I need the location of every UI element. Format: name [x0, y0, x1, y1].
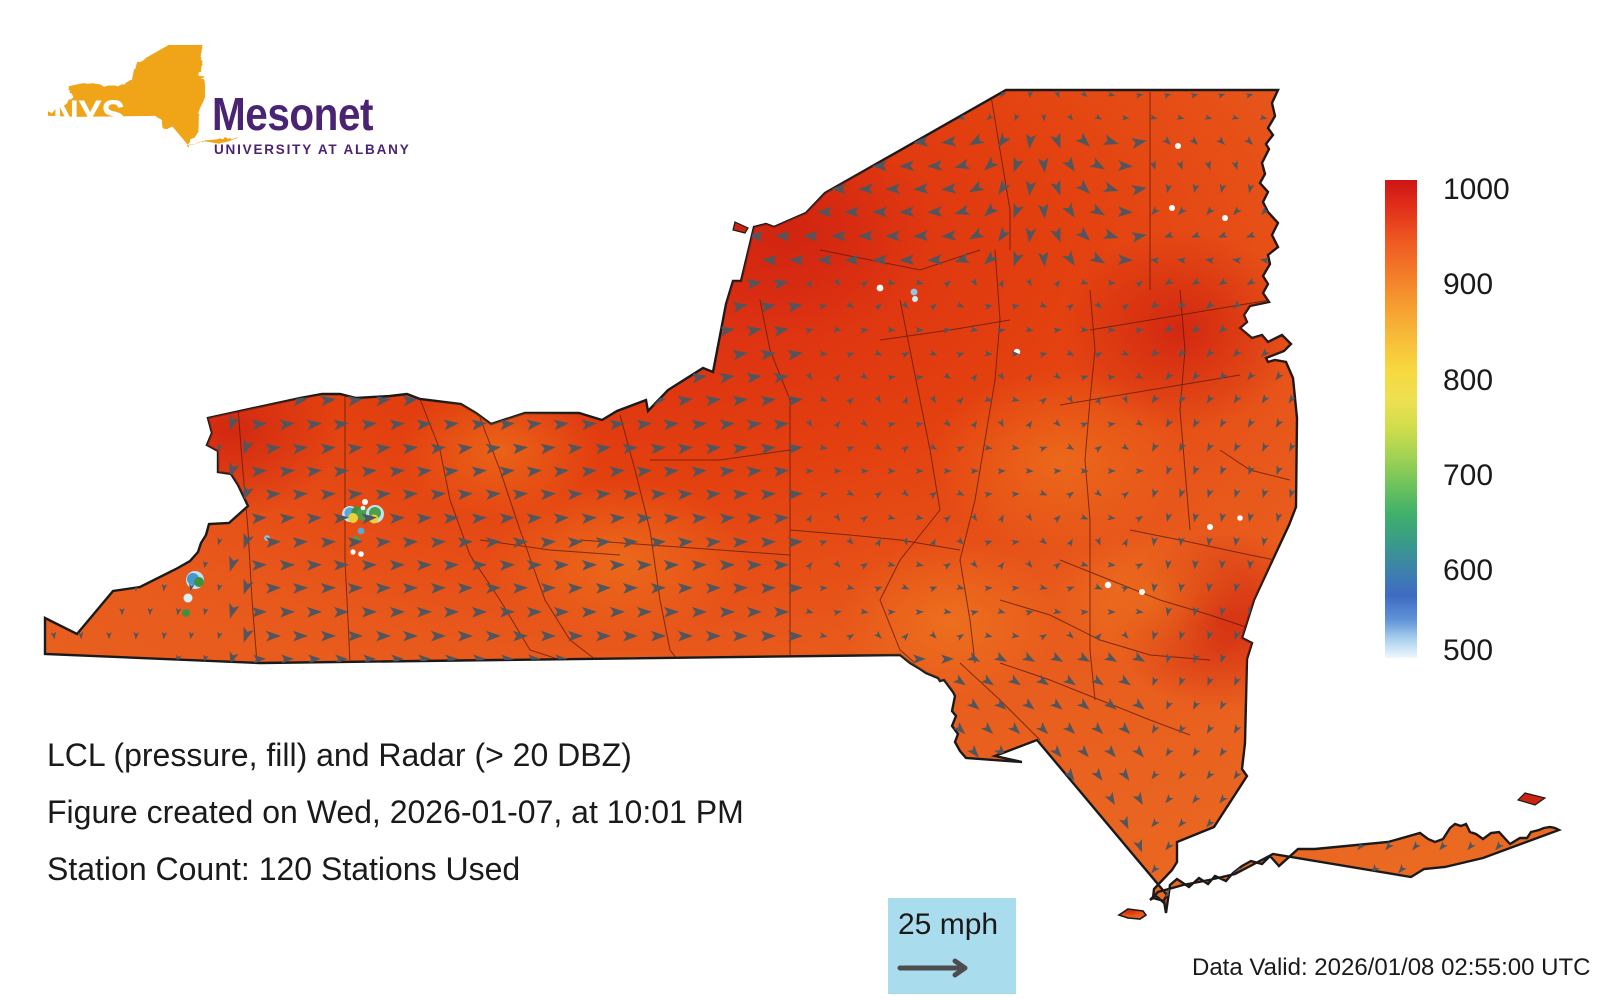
svg-text:NYS: NYS: [53, 93, 124, 137]
svg-text:600: 600: [1443, 554, 1493, 587]
svg-text:Station Count: 120 Stations Us: Station Count: 120 Stations Used: [47, 851, 520, 887]
svg-text:900: 900: [1443, 268, 1493, 301]
svg-text:1000: 1000: [1443, 173, 1510, 206]
svg-text:Data Valid: 2026/01/08 02:55:0: Data Valid: 2026/01/08 02:55:00 UTC: [1192, 954, 1590, 981]
svg-text:Mesonet: Mesonet: [212, 90, 373, 141]
svg-text:25 mph: 25 mph: [898, 908, 998, 941]
svg-text:Figure created on Wed, 2026-01: Figure created on Wed, 2026-01-07, at 10…: [47, 794, 744, 830]
svg-text:700: 700: [1443, 459, 1493, 492]
svg-text:500: 500: [1443, 634, 1493, 667]
svg-text:UNIVERSITY AT ALBANY: UNIVERSITY AT ALBANY: [214, 142, 411, 157]
svg-text:LCL (pressure, fill) and Radar: LCL (pressure, fill) and Radar (> 20 DBZ…: [47, 737, 632, 773]
svg-text:800: 800: [1443, 364, 1493, 397]
